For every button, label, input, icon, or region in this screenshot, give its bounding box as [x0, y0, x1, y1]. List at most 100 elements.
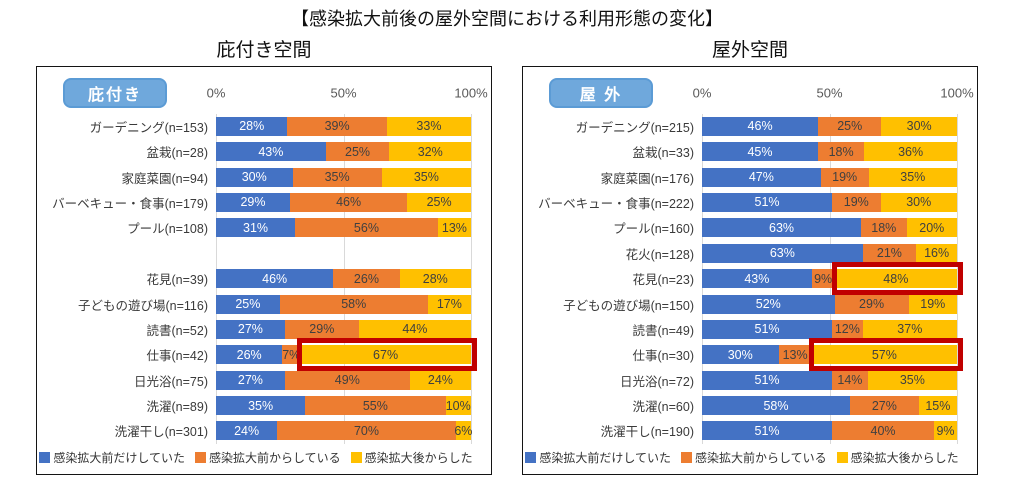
- bar-segment: 25%: [216, 294, 280, 314]
- bar-segment: 27%: [216, 319, 285, 339]
- bar-value-label: 57%: [871, 347, 897, 362]
- bar-segment: 51%: [702, 319, 833, 339]
- category-label: 仕事(n=30): [632, 349, 694, 364]
- bar-value-label: 35%: [248, 398, 274, 413]
- bar-value-label: 25%: [426, 195, 452, 210]
- bar-value-label: 27%: [871, 398, 897, 413]
- bar-segment: 36%: [864, 142, 957, 162]
- bar-value-label: 43%: [744, 271, 770, 286]
- x-axis-tick: 0%: [206, 85, 226, 101]
- bar-segment: 19%: [908, 294, 957, 314]
- bar-segment: 30%: [881, 116, 958, 136]
- bar-value-label: 13%: [441, 220, 467, 235]
- bar-value-label: 51%: [754, 423, 780, 438]
- bar-track: 51% 19% 30%: [702, 192, 957, 212]
- bar-segment: 6%: [454, 421, 473, 441]
- bar-segment: 7%: [282, 345, 300, 365]
- bar-value-label: 47%: [748, 170, 774, 185]
- bar-track: 28% 39% 33%: [216, 116, 472, 136]
- legend-swatch-orange: [195, 451, 206, 463]
- bar-value-label: 43%: [258, 144, 284, 159]
- x-axis-tick: 100%: [454, 85, 488, 101]
- bar-value-label: 19%: [843, 195, 869, 210]
- bar-value-label: 27%: [237, 322, 263, 337]
- bar-segment: 45%: [702, 142, 818, 162]
- bar-value-label: 26%: [236, 347, 262, 362]
- bar-segment: 17%: [427, 294, 471, 314]
- bar-segment: 51%: [702, 192, 833, 212]
- legend: 感染拡大前だけしていた 感染拡大前からしている 感染拡大後からした: [525, 449, 959, 466]
- bar-value-label: 44%: [402, 322, 428, 337]
- bar-segment: 32%: [389, 142, 471, 162]
- bar-value-label: 70%: [353, 423, 379, 438]
- category-label: 家庭菜園(n=94): [121, 171, 208, 186]
- bar-value-label: 36%: [898, 144, 924, 159]
- bar-value-label: 48%: [883, 271, 909, 286]
- bar-segment: 19%: [832, 192, 881, 212]
- bar-segment: 24%: [409, 370, 471, 390]
- bar-value-label: 45%: [747, 144, 773, 159]
- bar-segment: 26%: [216, 345, 283, 365]
- bar-segment: 21%: [862, 243, 917, 263]
- bar-track: 51% 12% 37%: [702, 319, 957, 339]
- legend: 感染拡大前だけしていた 感染拡大前からしている 感染拡大後からした: [39, 449, 473, 466]
- category-label: 日光浴(n=75): [134, 374, 208, 389]
- chart-row: 日光浴(n=75) 27% 49% 24%: [41, 368, 471, 393]
- bar-value-label: 19%: [832, 170, 858, 185]
- chart-badge: 庇付き: [63, 78, 167, 109]
- category-label: 花見(n=23): [632, 273, 694, 288]
- x-axis-tick: 50%: [330, 85, 357, 101]
- bar-track: 35% 55% 10%: [216, 396, 471, 416]
- bar-track: 46% 25% 30%: [702, 116, 958, 136]
- bar-value-label: 19%: [920, 297, 946, 312]
- bar-value-label: 16%: [924, 246, 950, 261]
- category-label: 洗濯干し(n=301): [114, 425, 208, 440]
- legend-label: 感染拡大前だけしていた: [539, 450, 671, 465]
- bar-track: 58% 27% 15%: [702, 396, 957, 416]
- bar-value-label: 67%: [373, 347, 399, 362]
- bar-value-label: 58%: [763, 398, 789, 413]
- bar-value-label: 29%: [309, 322, 335, 337]
- chart-row: 洗濯干し(n=190) 51% 40% 9%: [527, 418, 957, 443]
- bar-segment: 30%: [702, 345, 779, 365]
- legend-item: 感染拡大前だけしていた: [39, 449, 185, 466]
- bar-track: 24% 70% 6%: [216, 421, 473, 441]
- bar-value-label: 32%: [417, 144, 443, 159]
- bar-segment: 29%: [284, 319, 359, 339]
- bar-value-label: 6%: [454, 423, 473, 438]
- legend-item: 感染拡大前からしている: [195, 449, 341, 466]
- legend-swatch-blue: [525, 451, 537, 463]
- bar-value-label: 15%: [925, 398, 951, 413]
- bar-track: 47% 19% 35%: [702, 167, 957, 187]
- category-label: 仕事(n=42): [146, 349, 208, 364]
- chart-row: 盆栽(n=28) 43% 25% 32%: [41, 139, 471, 164]
- bar-value-label: 51%: [754, 322, 780, 337]
- bar-value-label: 46%: [747, 119, 773, 134]
- bar-value-label: 52%: [755, 297, 781, 312]
- bar-segment: 35%: [868, 167, 957, 187]
- bar-segment: 9%: [811, 269, 835, 289]
- category-label: 家庭菜園(n=176): [600, 171, 694, 186]
- bar-value-label: 35%: [899, 373, 925, 388]
- legend-label: 感染拡大後からした: [364, 450, 473, 465]
- bar-segment: 37%: [862, 319, 957, 339]
- bar-segment: 40%: [832, 421, 935, 441]
- category-label: 洗濯(n=89): [146, 400, 208, 415]
- bar-segment: 13%: [778, 345, 812, 365]
- bar-value-label: 9%: [814, 271, 833, 286]
- bar-segment: 35%: [216, 396, 306, 416]
- bar-rows: ガーデニング(n=153) 28% 39% 33% 盆栽(n=28) 43% 25% 32% 家…: [41, 114, 477, 444]
- chart-badge: 屋 外: [549, 78, 653, 109]
- bar-segment: 47%: [702, 167, 821, 187]
- legend-label: 感染拡大前だけしていた: [53, 450, 185, 465]
- bar-track: 46% 26% 28%: [216, 269, 471, 289]
- bar-segment: 44%: [358, 319, 471, 339]
- legend-swatch-orange: [681, 451, 692, 463]
- category-label: 読書(n=52): [146, 323, 208, 338]
- chart-subtitle: 庇付き空間: [216, 38, 312, 61]
- chart-row-spacer: [41, 241, 471, 266]
- category-label: 読書(n=49): [632, 323, 694, 338]
- bar-value-label: 46%: [336, 195, 362, 210]
- category-label: バーベキュー・食事(n=222): [538, 196, 694, 211]
- bar-track: 27% 49% 24%: [216, 370, 471, 390]
